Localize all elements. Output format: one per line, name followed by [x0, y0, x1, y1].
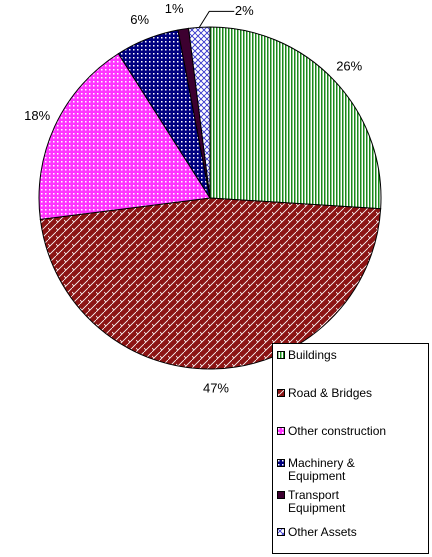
legend-item: Transport Equipment [277, 489, 427, 515]
legend-swatch [277, 351, 285, 359]
legend-swatch [277, 389, 285, 397]
legend-swatch [277, 427, 285, 435]
data-label: 1% [165, 1, 184, 16]
data-label: 47% [203, 380, 229, 395]
legend: Buildings Road & Bridges Other constructio… [272, 343, 429, 554]
legend-label: Other Assets [288, 525, 357, 539]
data-label: 18% [24, 108, 50, 123]
legend-item: Other Assets [277, 526, 427, 539]
legend-label: Transport Equipment [288, 488, 346, 515]
pie-slice [209, 26, 382, 210]
legend-label: Machinery & Equipment [288, 456, 355, 483]
legend-swatch [277, 491, 285, 499]
legend-item: Buildings [277, 349, 427, 362]
legend-item: Machinery & Equipment [277, 457, 427, 483]
legend-swatch [277, 459, 285, 467]
pie-slice [39, 197, 382, 370]
leader-line [198, 10, 235, 28]
pie-slice [38, 52, 211, 220]
legend-label: Buildings [288, 348, 337, 362]
data-label: 6% [130, 12, 149, 27]
legend-item: Other construction [277, 425, 427, 438]
legend-item: Road & Bridges [277, 387, 427, 400]
data-label: 2% [235, 3, 254, 18]
legend-label: Road & Bridges [288, 386, 373, 400]
legend-swatch [277, 528, 285, 536]
legend-label: Other construction [288, 424, 387, 438]
data-label: 26% [336, 59, 362, 74]
pie-slice [188, 26, 211, 199]
